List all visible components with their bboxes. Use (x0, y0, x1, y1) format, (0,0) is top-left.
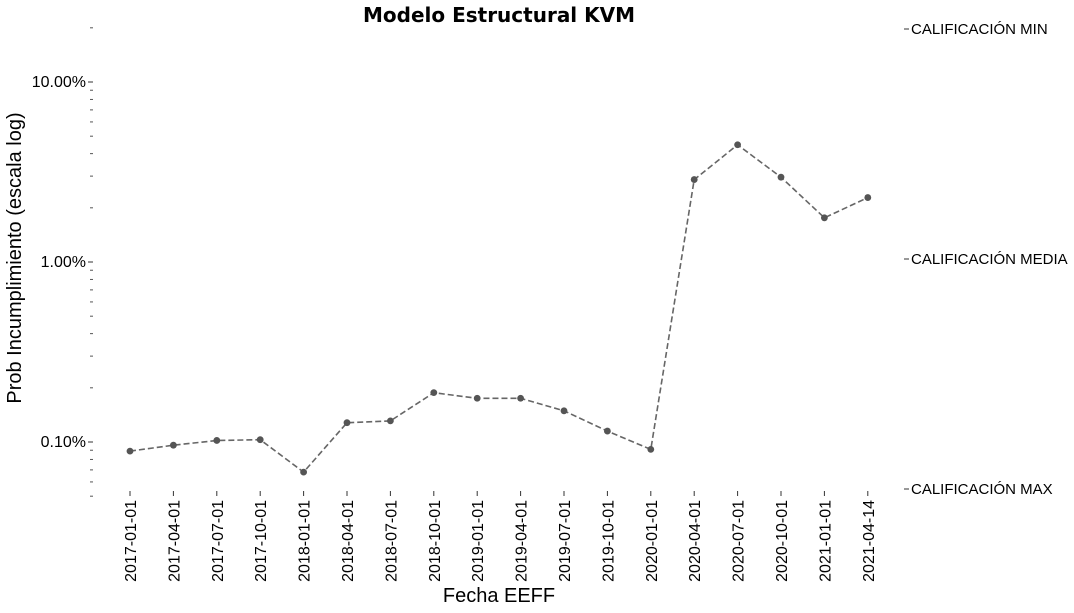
data-point (126, 447, 134, 455)
data-point (647, 445, 655, 453)
x-axis-label: Fecha EEFF (443, 585, 555, 607)
x-tick-label: 2017-10-01 (253, 500, 270, 582)
series-group (126, 141, 872, 476)
data-point (864, 194, 872, 201)
x-tick-label: 2021-04-14 (861, 500, 878, 582)
x-tick-label: 2018-07-01 (383, 500, 400, 582)
secondary-y-tick-label: CALIFICACIÓN MEDIA (911, 251, 1068, 268)
x-tick-label: 2019-04-01 (514, 500, 531, 582)
data-point (517, 394, 524, 402)
y-tick-label: 0.10% (41, 434, 86, 451)
y-tick-label: 1.00% (41, 254, 86, 271)
y-axis-label: Prob Incumplimiento (escala log) (4, 112, 26, 403)
y-tick-label: 10.00% (32, 74, 86, 91)
data-point (734, 141, 741, 149)
data-point (473, 394, 481, 402)
y-axis: 0.10% 1.00% 10.00% (32, 27, 93, 497)
x-tick-label: 2019-07-01 (557, 500, 574, 582)
data-point (300, 468, 307, 476)
x-tick-label: 2019-10-01 (600, 500, 617, 582)
data-point (821, 214, 828, 222)
x-tick-label: 2021-01-01 (817, 500, 834, 582)
x-tick-label: 2018-04-01 (340, 500, 357, 582)
data-point (213, 437, 221, 444)
x-tick-label: 2017-07-01 (210, 500, 227, 582)
series-line (129, 143, 869, 474)
x-tick-label: 2020-10-01 (774, 500, 791, 582)
data-point (170, 441, 177, 449)
x-tick-label: 2018-01-01 (297, 500, 314, 582)
x-tick-label: 2017-01-01 (123, 500, 140, 582)
x-tick-label: 2020-07-01 (731, 500, 748, 582)
x-tick-label: 2019-01-01 (470, 500, 487, 582)
x-tick-label: 2017-04-01 (166, 500, 183, 582)
data-point (690, 176, 698, 183)
data-point (256, 436, 264, 444)
secondary-y-axis: CALIFICACIÓN MIN CALIFICACIÓN MEDIA CALIFI… (904, 21, 1068, 498)
data-point (560, 407, 568, 415)
data-point (387, 417, 394, 425)
chart-title: Modelo Estructural KVM (363, 3, 635, 27)
data-point (430, 389, 438, 397)
data-point (343, 419, 351, 427)
x-axis: 2017-01-01 2017-04-01 2017-07-01 2017-10-01… (123, 491, 878, 582)
data-point (777, 173, 785, 181)
data-point (604, 427, 611, 435)
x-tick-label: 2020-04-01 (687, 500, 704, 582)
x-tick-label: 2018-10-01 (427, 500, 444, 582)
secondary-y-tick-label: CALIFICACIÓN MAX (911, 481, 1053, 498)
secondary-y-tick-label: CALIFICACIÓN MIN (911, 21, 1048, 38)
x-tick-label: 2020-01-01 (644, 500, 661, 582)
